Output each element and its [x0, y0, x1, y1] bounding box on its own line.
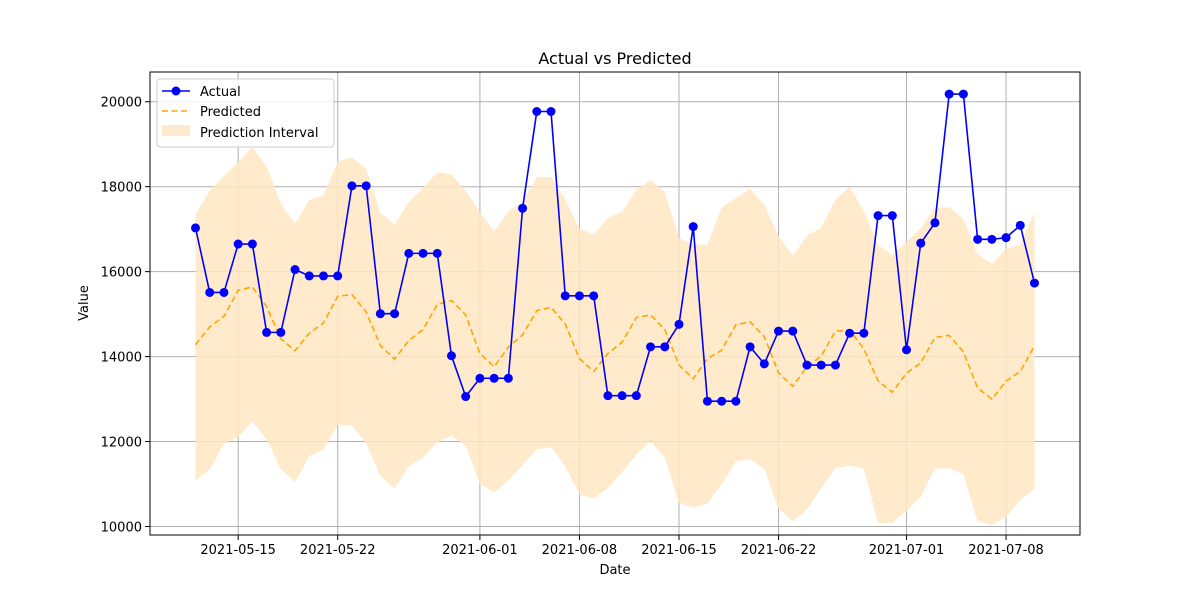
x-tick-label: 2021-07-01: [869, 543, 945, 558]
actual-point: [461, 392, 471, 402]
actual-point: [887, 211, 897, 221]
actual-point: [717, 396, 727, 406]
actual-point: [418, 248, 428, 258]
x-tick-label: 2021-07-08: [968, 543, 1044, 558]
actual-point: [475, 373, 485, 383]
actual-point: [774, 326, 784, 336]
prediction-interval-area: [195, 147, 1035, 525]
actual-point: [191, 223, 201, 233]
actual-series-points: [191, 89, 1039, 406]
actual-point: [802, 360, 812, 370]
predicted-series-line: [194, 286, 1036, 401]
actual-point: [745, 342, 755, 352]
y-tick-label: 10000: [101, 521, 142, 536]
y-tick-label: 18000: [101, 181, 142, 196]
actual-point: [731, 396, 741, 406]
x-tick-label: 2021-06-01: [442, 543, 518, 558]
actual-point: [489, 373, 499, 383]
x-tick-label: 2021-06-08: [542, 543, 618, 558]
legend-box: [156, 78, 335, 148]
actual-point: [205, 287, 215, 297]
actual-point: [930, 218, 940, 228]
actual-point: [603, 391, 613, 401]
legend-predicted-label: Predicted: [200, 105, 261, 120]
actual-point: [916, 238, 926, 248]
legend-actual-swatch-marker: [171, 86, 181, 96]
y-tick-label: 16000: [101, 266, 142, 281]
actual-point: [432, 248, 442, 258]
actual-point: [1001, 233, 1011, 243]
actual-point: [404, 248, 414, 258]
y-tick-label: 14000: [101, 351, 142, 366]
x-tick-label: 2021-05-22: [300, 543, 376, 558]
actual-point: [532, 107, 542, 117]
chart-title: Actual vs Predicted: [538, 49, 691, 68]
actual-point: [290, 265, 300, 275]
legend-interval-swatch: [162, 125, 190, 136]
actual-point: [304, 271, 314, 281]
actual-point: [574, 291, 584, 301]
actual-point: [631, 391, 641, 401]
x-axis-label: Date: [599, 563, 630, 578]
actual-point: [503, 373, 513, 383]
actual-point: [361, 181, 371, 191]
actual-point: [987, 234, 997, 244]
actual-point: [646, 342, 656, 352]
actual-point: [1029, 278, 1039, 288]
actual-point: [958, 89, 968, 99]
x-axis-ticks: 2021-05-15 2021-05-22 2021-06-01 2021-06-08…: [200, 535, 1044, 558]
actual-point: [816, 360, 826, 370]
y-tick-label: 12000: [101, 436, 142, 451]
actual-point: [1015, 220, 1025, 230]
legend-interval-label: Prediction Interval: [200, 126, 319, 141]
legend-actual-label: Actual: [200, 85, 241, 100]
actual-point: [944, 89, 954, 99]
actual-point: [859, 328, 869, 338]
actual-point: [347, 181, 357, 191]
actual-point: [902, 345, 912, 355]
actual-point: [233, 239, 243, 249]
actual-point: [560, 291, 570, 301]
plot-area-frame: [149, 71, 1081, 536]
y-axis-ticks: 10000 12000 14000 16000 18000 20000: [101, 96, 150, 536]
x-tick-label: 2021-05-15: [200, 543, 276, 558]
actual-point: [702, 396, 712, 406]
legend: Actual Predicted Prediction Interval: [156, 78, 335, 148]
y-tick-label: 20000: [101, 96, 142, 111]
actual-point: [318, 271, 328, 281]
actual-point: [390, 309, 400, 319]
actual-point: [247, 239, 257, 249]
x-tick-label: 2021-06-22: [741, 543, 817, 558]
actual-point: [830, 360, 840, 370]
y-axis-label: Value: [77, 285, 92, 321]
actual-point: [375, 309, 385, 319]
actual-point: [333, 271, 343, 281]
actual-point: [674, 319, 684, 329]
actual-point: [973, 234, 983, 244]
actual-point: [873, 211, 883, 221]
actual-point: [276, 327, 286, 337]
actual-point: [262, 327, 272, 337]
actual-point: [219, 287, 229, 297]
actual-point: [688, 222, 698, 232]
actual-point: [759, 359, 769, 369]
actual-point: [660, 342, 670, 352]
actual-point: [788, 326, 798, 336]
x-tick-label: 2021-06-15: [641, 543, 717, 558]
actual-point: [617, 391, 627, 401]
actual-point: [518, 203, 528, 213]
actual-point: [589, 291, 599, 301]
actual-point: [546, 107, 556, 117]
actual-point: [845, 328, 855, 338]
actual-point: [446, 351, 456, 361]
